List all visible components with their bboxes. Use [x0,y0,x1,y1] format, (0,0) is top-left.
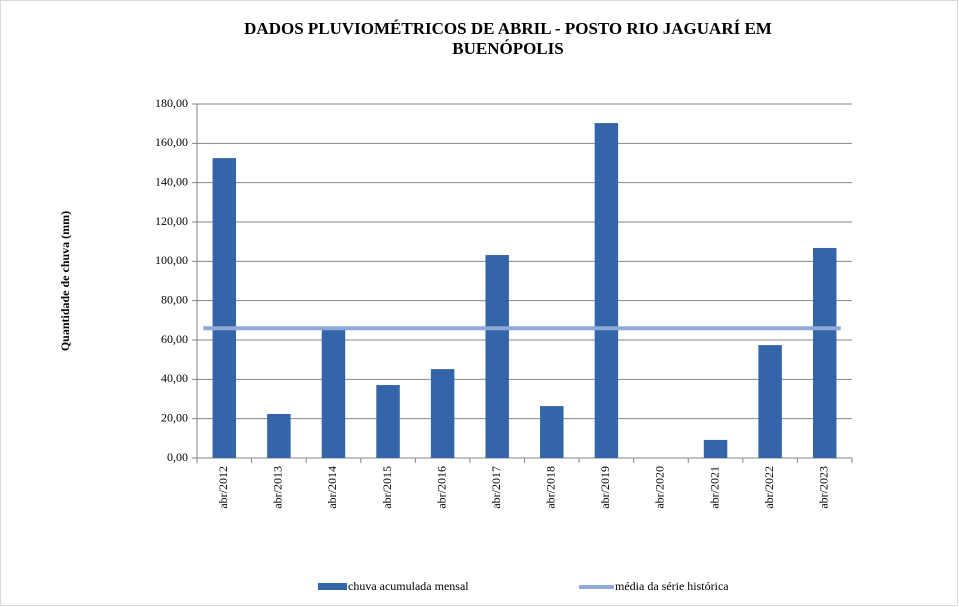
y-tick-label: 160,00 [155,135,188,149]
bar [812,247,837,458]
x-tick-label: abr/2017 [489,466,503,509]
x-tick-label: abr/2023 [816,466,830,509]
x-tick-label: abr/2018 [544,466,558,509]
y-tick-label: 40,00 [161,371,188,385]
legend-label: média da série histórica [615,579,729,593]
bar [430,369,455,458]
y-tick-label: 60,00 [161,332,188,346]
y-tick-label: 120,00 [155,214,188,228]
legend-label: chuva acumulada mensal [348,579,469,593]
y-axis-label: Quantidade de chuva (mm) [58,211,72,351]
bar [321,328,346,458]
x-tick-label: abr/2020 [653,466,667,509]
bar [267,413,291,458]
x-tick-label: abr/2019 [598,466,612,509]
legend-swatch [318,583,347,590]
x-tick-label: abr/2021 [707,466,721,509]
x-tick-label: abr/2016 [434,466,448,509]
title-line: DADOS PLUVIOMÉTRICOS DE ABRIL - POSTO RI… [244,19,772,38]
bar [758,345,782,458]
x-tick-label: abr/2014 [325,466,339,509]
title-line: BUENÓPOLIS [452,39,563,58]
x-tick-label: abr/2022 [762,466,776,509]
y-tick-label: 180,00 [155,96,188,110]
bar [540,406,564,458]
bar [376,385,400,458]
x-tick-label: abr/2015 [380,466,394,509]
chart-title: DADOS PLUVIOMÉTRICOS DE ABRIL - POSTO RI… [244,19,772,58]
y-tick-label: 100,00 [155,253,188,267]
bar [212,158,237,459]
y-tick-label: 140,00 [155,174,188,188]
bar [594,123,619,459]
bar [703,439,728,458]
y-tick-label: 80,00 [161,292,188,306]
bar [485,255,509,458]
x-tick-label: abr/2012 [216,466,230,509]
y-tick-label: 0,00 [167,450,188,464]
x-tick-label: abr/2013 [271,466,285,509]
y-tick-label: 20,00 [161,410,188,424]
